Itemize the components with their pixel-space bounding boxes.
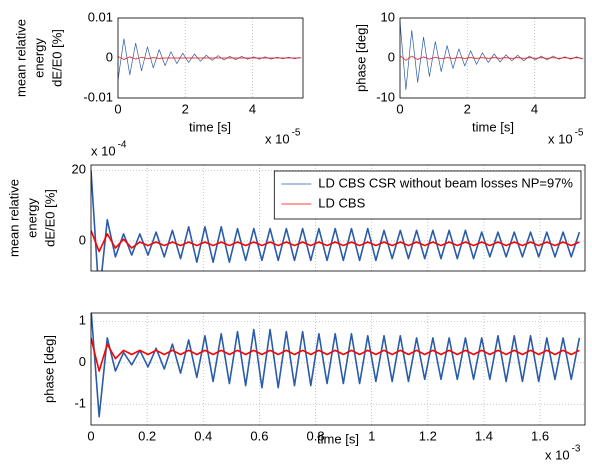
data-line xyxy=(91,337,580,372)
x-tick-label: 0.6 xyxy=(250,428,268,443)
data-line xyxy=(91,230,580,253)
axis-multiplier: x 10 xyxy=(91,143,116,158)
axes-box xyxy=(90,164,586,272)
axes-box xyxy=(90,312,586,426)
x-tick-label: 0 xyxy=(396,101,403,116)
y-tick-label: -1 xyxy=(74,396,86,411)
y-axis-label: energy xyxy=(31,38,46,78)
y-tick-label: 20 xyxy=(72,162,86,177)
x-tick-label: 1.2 xyxy=(419,428,437,443)
y-tick-label: 10 xyxy=(381,9,395,24)
data-line xyxy=(91,313,581,418)
axis-multiplier: x 10 xyxy=(548,131,573,146)
x-tick-label: 4 xyxy=(531,101,538,116)
y-axis-label: mean relative xyxy=(13,19,28,97)
legend-box xyxy=(273,170,582,220)
legend-label: LD CBS xyxy=(318,195,365,210)
y-tick-label: 0 xyxy=(388,49,395,64)
y-tick-label: 0 xyxy=(79,232,86,247)
data-line xyxy=(91,170,581,271)
x-tick-label: 1.6 xyxy=(531,428,549,443)
x-axis-label: time [s] xyxy=(189,119,231,134)
plot-area xyxy=(91,313,585,425)
x-tick-label: 1.4 xyxy=(475,428,493,443)
x-axis-label: time [s] xyxy=(317,431,359,446)
axis-multiplier: x 10 xyxy=(545,447,570,462)
axes-box xyxy=(117,17,304,99)
legend: LD CBS CSR without beam losses NP=97% LD … xyxy=(273,170,582,220)
x-axis-label: time [s] xyxy=(472,119,514,134)
axis-multiplier-exponent: -3 xyxy=(572,444,581,455)
x-tick-label: 0 xyxy=(87,428,94,443)
x-tick-label: 0.8 xyxy=(307,428,325,443)
y-tick-label: -10 xyxy=(376,89,395,104)
legend-label: LD CBS CSR without beam losses NP=97% xyxy=(318,175,573,190)
axis-multiplier-exponent: -5 xyxy=(292,128,301,139)
y-axis-label: phase [deg] xyxy=(41,335,56,403)
x-tick-label: 2 xyxy=(464,101,471,116)
y-tick-label: 1 xyxy=(79,313,86,328)
y-axis-label: dE/E0 [%] xyxy=(49,29,64,87)
data-line xyxy=(400,55,583,61)
y-tick-label: 0.01 xyxy=(88,9,113,24)
y-axis-label: dE/E0 [%] xyxy=(42,189,57,247)
x-tick-label: 1 xyxy=(368,428,375,443)
y-axis-label: energy xyxy=(24,198,39,238)
x-tick-label: 4 xyxy=(249,101,256,116)
y-axis-label: phase [deg] xyxy=(353,24,368,92)
x-tick-label: 0.2 xyxy=(138,428,156,443)
x-tick-label: 0.4 xyxy=(194,428,212,443)
data-line xyxy=(118,56,301,60)
y-tick-label: 0 xyxy=(106,49,113,64)
y-axis-label: mean relative xyxy=(6,179,21,257)
axis-multiplier-exponent: -4 xyxy=(118,140,127,151)
y-tick-label: 0 xyxy=(79,354,86,369)
x-tick-label: 0 xyxy=(114,101,121,116)
axis-multiplier: x 10 xyxy=(265,131,290,146)
axes-box xyxy=(399,17,586,99)
axis-multiplier-exponent: -5 xyxy=(575,128,584,139)
x-tick-label: 2 xyxy=(182,101,189,116)
y-tick-label: -0.01 xyxy=(83,89,113,104)
